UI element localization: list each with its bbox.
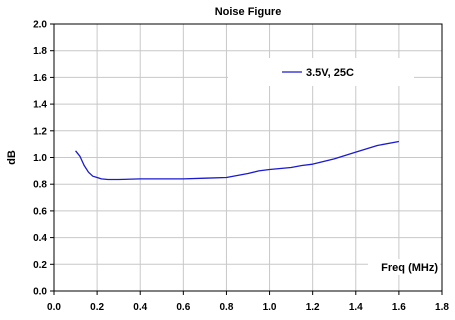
legend-label: 3.5V, 25C bbox=[306, 67, 354, 79]
grid bbox=[54, 24, 442, 291]
y-tick-label: 1.6 bbox=[33, 73, 47, 84]
x-tick-label: 1.8 bbox=[435, 302, 449, 313]
y-tick-label: 1.4 bbox=[33, 100, 47, 111]
x-tick-label: 0.8 bbox=[219, 302, 233, 313]
chart-title: Noise Figure bbox=[215, 6, 282, 18]
y-tick-label: 0.6 bbox=[33, 206, 47, 217]
x-axis-title: Freq (MHz) bbox=[381, 262, 438, 274]
x-tick-label: 1.0 bbox=[263, 302, 277, 313]
x-tick-label: 1.2 bbox=[306, 302, 320, 313]
y-tick-label: 1.0 bbox=[33, 153, 47, 164]
x-tick-label: 1.4 bbox=[349, 302, 363, 313]
y-tick-label: 0.4 bbox=[33, 233, 47, 244]
x-tick-label: 0.6 bbox=[176, 302, 190, 313]
y-axis-ticks: 0.0 0.2 0.4 0.6 0.8 1.0 1.2 1.4 1.6 1.8 2.0 bbox=[33, 20, 54, 298]
y-tick-label: 2.0 bbox=[33, 20, 47, 31]
x-tick-label: 0.0 bbox=[47, 302, 61, 313]
y-tick-label: 0.8 bbox=[33, 180, 47, 191]
x-axis-title-background bbox=[368, 259, 440, 275]
legend: 3.5V, 25C bbox=[228, 58, 414, 86]
x-tick-label: 1.6 bbox=[392, 302, 406, 313]
y-tick-label: 1.2 bbox=[33, 126, 47, 137]
x-tick-label: 0.2 bbox=[90, 302, 104, 313]
y-tick-label: 0.0 bbox=[33, 287, 47, 298]
y-axis-title: dB bbox=[6, 150, 18, 165]
y-tick-label: 0.2 bbox=[33, 260, 47, 271]
x-tick-label: 0.4 bbox=[133, 302, 147, 313]
series-lines bbox=[75, 140, 400, 181]
series-line bbox=[75, 140, 400, 181]
x-axis-ticks: 0.0 0.2 0.4 0.6 0.8 1.0 1.2 1.4 1.6 1.8 bbox=[47, 291, 449, 313]
y-tick-label: 1.8 bbox=[33, 46, 47, 57]
legend-background bbox=[228, 58, 414, 86]
